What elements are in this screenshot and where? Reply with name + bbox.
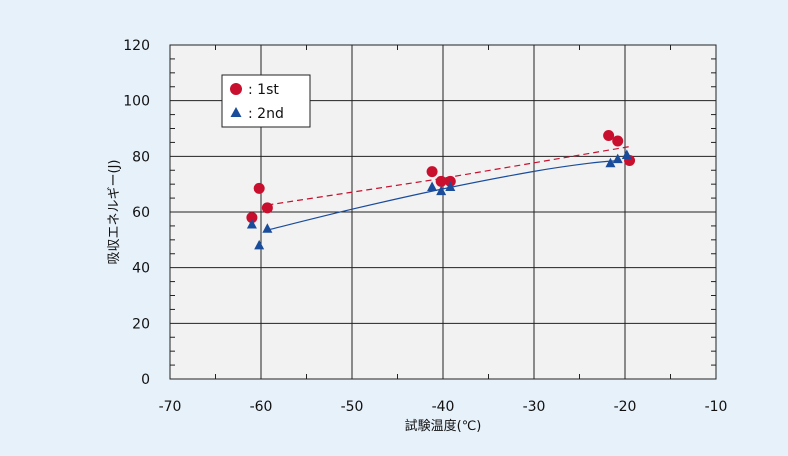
x-tick-label: -10 xyxy=(705,399,728,415)
data-point-1st xyxy=(603,129,615,141)
y-tick-label: 0 xyxy=(141,372,150,388)
data-point-1st xyxy=(426,166,438,178)
y-tick-labels: 0 20 40 60 80 100 120 xyxy=(123,38,150,388)
y-tick-label: 60 xyxy=(132,205,150,221)
trend-line-2nd xyxy=(267,159,621,231)
legend-label-2nd: : 2nd xyxy=(248,106,284,122)
y-tick-label: 80 xyxy=(132,149,150,165)
data-point-1st xyxy=(435,175,447,187)
y-tick-label: 120 xyxy=(123,38,150,54)
data-point-2nd xyxy=(246,219,257,229)
x-tick-label: -30 xyxy=(523,399,546,415)
grid xyxy=(170,45,716,379)
legend: : 1st : 2nd xyxy=(221,74,311,128)
x-tick-label: -50 xyxy=(341,399,364,415)
data-point-1st xyxy=(612,135,624,147)
data-point-1st xyxy=(261,202,273,214)
x-tick-labels: -70 -60 -50 -40 -30 -20 -10 xyxy=(159,399,728,415)
data-point-2nd xyxy=(612,153,623,164)
data-points xyxy=(246,129,636,250)
plot-frame xyxy=(169,44,717,380)
data-point-2nd xyxy=(621,149,632,159)
data-point-1st xyxy=(246,212,258,224)
x-tick-label: -60 xyxy=(250,399,273,415)
data-point-2nd xyxy=(445,181,456,191)
y-tick-label: 100 xyxy=(123,94,150,110)
legend-label-1st: : 1st xyxy=(248,82,279,98)
data-point-2nd xyxy=(254,239,265,250)
data-point-2nd xyxy=(605,157,616,168)
data-point-1st xyxy=(444,175,456,187)
x-axis-title: 試験温度(℃) xyxy=(405,418,482,434)
data-point-2nd xyxy=(436,185,447,196)
legend-marker-1st xyxy=(230,83,242,95)
y-axis-title: 吸収エネルギー(J) xyxy=(107,160,122,265)
x-tick-label: -20 xyxy=(614,399,637,415)
y-tick-label: 40 xyxy=(132,261,150,277)
data-point-1st xyxy=(253,182,265,194)
data-point-2nd xyxy=(262,223,273,233)
data-point-2nd xyxy=(427,181,438,191)
x-tick-label: -40 xyxy=(432,399,455,415)
legend-marker-2nd xyxy=(230,107,242,117)
minor-ticks xyxy=(170,45,716,379)
x-tick-label: -70 xyxy=(159,399,182,415)
y-tick-label: 20 xyxy=(132,316,150,332)
